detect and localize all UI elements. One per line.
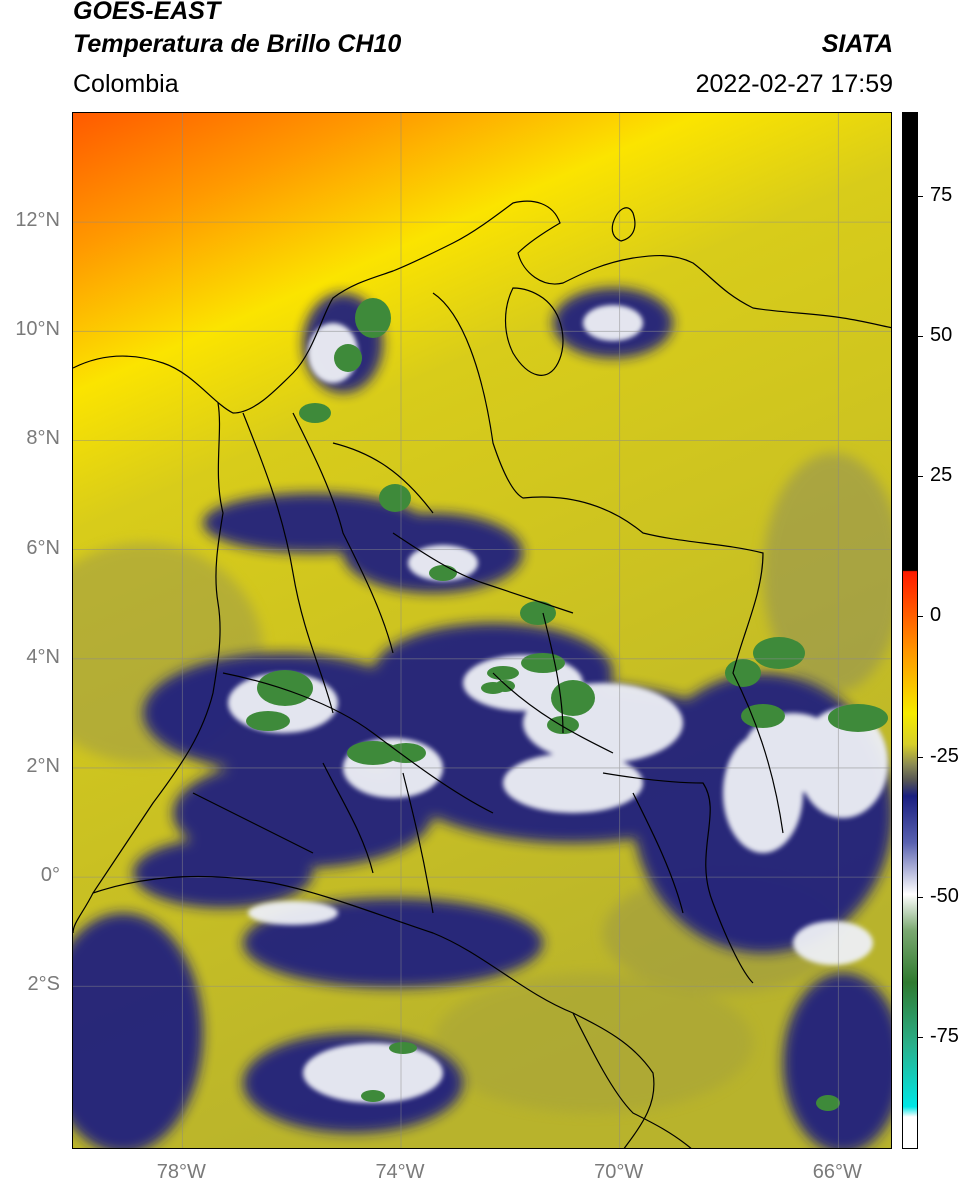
colorbar-tick-mark: [917, 476, 923, 478]
satellite-map: [72, 112, 892, 1149]
colorbar-tick-label: 0: [930, 604, 942, 627]
colorbar-tick-mark: [917, 756, 923, 758]
colorbar-tick-label: 25: [930, 464, 953, 487]
colorbar-tick-label: 75: [930, 184, 953, 207]
latitude-tick-label: 4°N: [26, 645, 60, 668]
title-satellite: GOES-EAST: [73, 0, 221, 25]
organization-label: SIATA: [821, 30, 893, 58]
latitude-tick-label: 8°N: [26, 427, 60, 450]
latitude-tick-label: 6°N: [26, 536, 60, 559]
timestamp-label: 2022-02-27 17:59: [695, 70, 893, 98]
title-product: Temperatura de Brillo CH10: [73, 30, 402, 58]
gridlines: [73, 113, 891, 1148]
colorbar-gradient: [903, 113, 917, 1148]
longitude-tick-label: 70°W: [594, 1161, 644, 1183]
colorbar-tick-mark: [917, 1036, 923, 1038]
colorbar-tick-mark: [917, 336, 923, 338]
colorbar-tick-mark: [917, 616, 923, 618]
latitude-tick-label: 0°: [40, 864, 60, 887]
colorbar-tick-label: -25: [930, 744, 959, 767]
cloud-systems: [73, 288, 891, 1148]
country-borders: [73, 200, 891, 1148]
latitude-tick-label: 10°N: [15, 318, 60, 341]
region-label: Colombia: [73, 70, 179, 98]
colorbar: [902, 112, 918, 1149]
map-canvas: [73, 113, 891, 1148]
colorbar-tick-label: -50: [930, 884, 959, 907]
colorbar-tick-label: 50: [930, 324, 953, 347]
longitude-tick-label: 74°W: [375, 1161, 425, 1183]
latitude-tick-label: 2°N: [26, 754, 60, 777]
longitude-tick-label: 66°W: [812, 1161, 862, 1183]
latitude-tick-label: 2°S: [27, 973, 60, 996]
colorbar-tick-mark: [917, 196, 923, 198]
latitude-tick-label: 12°N: [15, 209, 60, 232]
colorbar-tick-mark: [917, 896, 923, 898]
colorbar-tick-label: -75: [930, 1024, 959, 1047]
longitude-tick-label: 78°W: [156, 1161, 206, 1183]
